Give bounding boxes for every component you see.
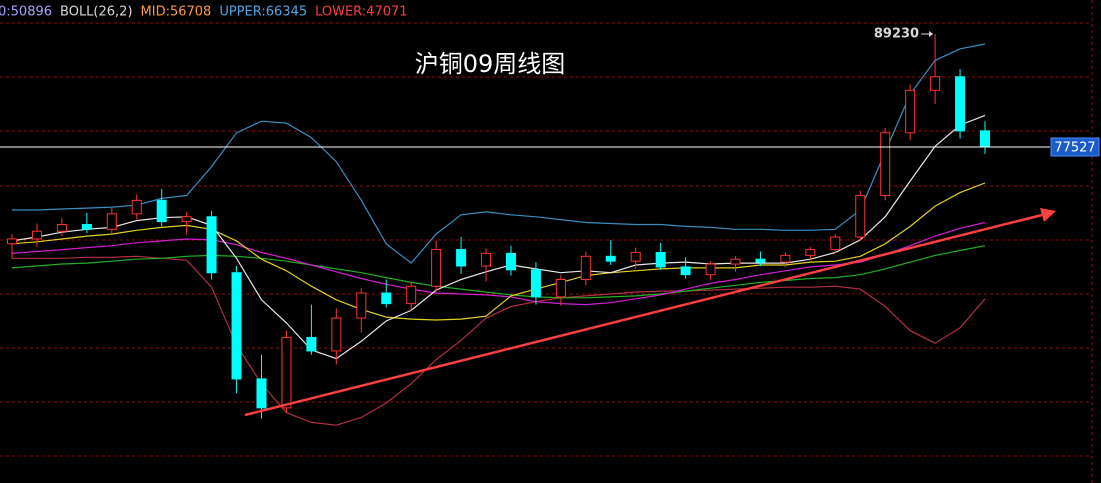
candle-body [655, 251, 666, 268]
trend-arrow [1040, 208, 1056, 222]
candle-body [905, 89, 916, 134]
candle-body [106, 213, 117, 230]
candle-body [855, 195, 866, 238]
last-price-box [1050, 137, 1100, 157]
indicator-line [12, 43, 986, 264]
high-arrow-head [929, 31, 934, 38]
plot: 89230 77527 [0, 27, 1100, 426]
candle-body [680, 266, 691, 276]
indicator-label: UPPER:66345 [219, 5, 307, 20]
candle-body [630, 251, 641, 262]
indicator-label: 0:50896 [0, 5, 52, 20]
candle-body [356, 292, 367, 319]
candle-body [281, 336, 292, 409]
high-label: 89230 [874, 27, 919, 42]
indicator-label: MID:56708 [141, 5, 212, 20]
candle-body [755, 258, 766, 263]
candle-body [206, 216, 217, 274]
candle-body [456, 249, 467, 267]
candle-body [580, 255, 591, 280]
candle-body [81, 223, 92, 230]
candle-body [880, 132, 891, 197]
candle-body [31, 230, 42, 240]
candle-body [181, 216, 192, 223]
candle-body [381, 292, 392, 305]
candle-body [555, 278, 566, 298]
indicator-line [11, 245, 986, 299]
candle-body [705, 263, 716, 276]
candle-body [431, 249, 442, 287]
candle-body [331, 317, 342, 352]
candle-body [156, 199, 167, 223]
chart-title: 沪铜09周线图 [415, 50, 566, 78]
candle-body [256, 378, 267, 409]
candle-body [730, 258, 741, 265]
candle-body [56, 223, 67, 232]
candle-body [805, 249, 816, 256]
candle-body [530, 269, 541, 298]
last-price-label: 77527 [1054, 140, 1095, 155]
candle-body [955, 76, 966, 132]
indicator-line [11, 114, 986, 360]
indicator-line [12, 255, 986, 426]
candle-body [505, 252, 516, 271]
trend-line [244, 213, 1043, 417]
indicator-line [11, 182, 986, 321]
candle-body [306, 336, 317, 352]
indicator-line [11, 221, 986, 306]
candle-body [7, 238, 17, 245]
candle-body [131, 199, 142, 215]
candle-body [231, 272, 242, 380]
candle-body [780, 254, 791, 263]
indicator-header: 0:50896 BOLL(26,2) MID:56708 UPPER:66345 LOW… [0, 5, 408, 20]
candle-body [930, 76, 941, 91]
candle-body [605, 255, 616, 262]
candle-body [830, 236, 841, 251]
indicator-label: BOLL(26,2) [60, 5, 133, 20]
candle-body [980, 130, 990, 148]
indicator-label: LOWER:47071 [315, 5, 407, 20]
candle-body [406, 285, 417, 305]
candle-body [481, 252, 492, 267]
